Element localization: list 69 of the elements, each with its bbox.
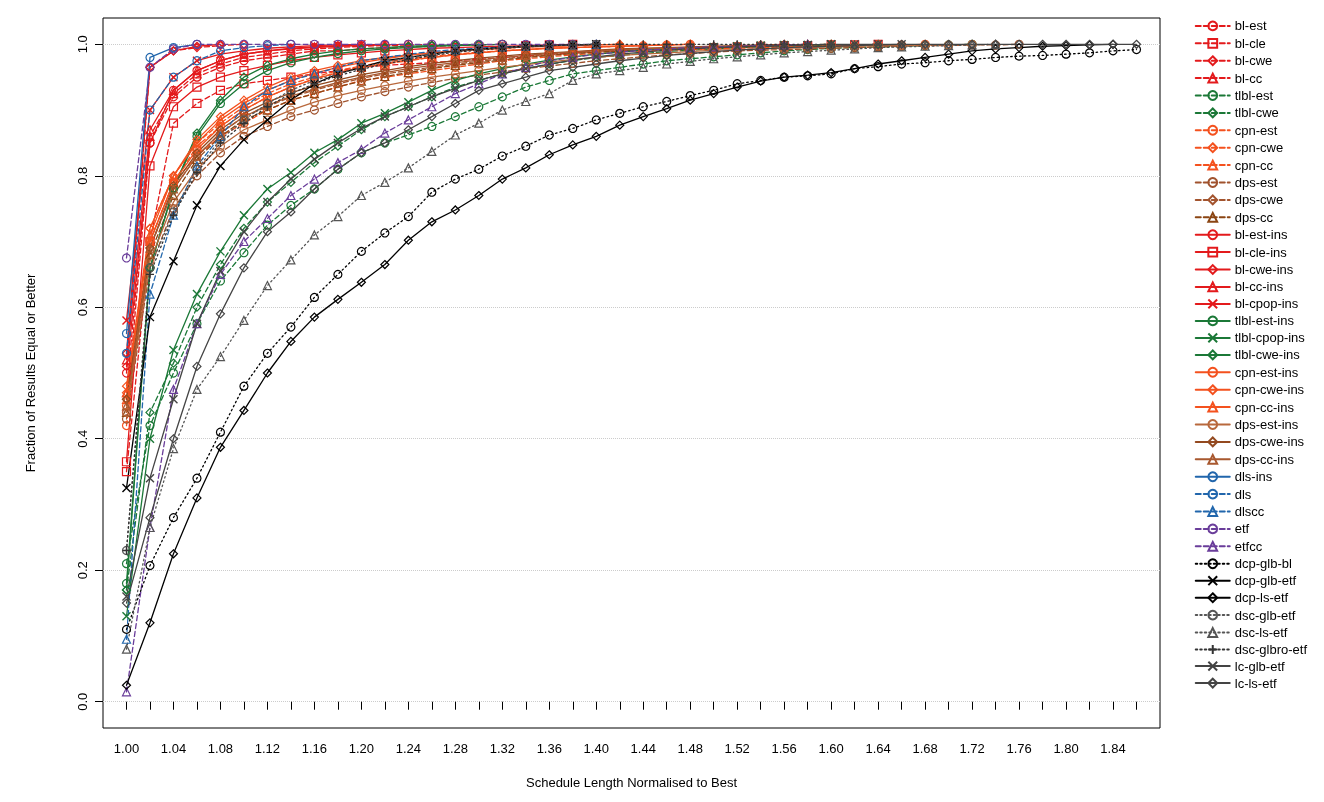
x-tick-label: 1.36 [536,741,562,756]
y-tick-label: 0.4 [75,429,90,448]
legend-label: dcp-ls-etf [1234,590,1289,606]
legend-label: bl-cc [1234,70,1263,86]
legend-label: dls-ins [1234,469,1273,485]
legend-label: cpn-cc [1234,157,1274,173]
legend-label: dsc-glb-etf [1234,607,1296,623]
x-tick-label: 1.00 [113,741,140,756]
legend-label: dps-cwe [1234,192,1284,208]
legend-label: tlbl-cpop-ins [1234,330,1306,346]
x-tick-label: 1.44 [630,741,656,756]
x-tick-label: 1.20 [348,741,375,756]
legend-label: tlbl-est-ins [1234,313,1295,329]
legend-label: bl-est [1234,18,1267,34]
y-axis-title: Fraction of Results Equal or Better [23,272,38,473]
legend-label: tlbl-cwe [1234,105,1279,121]
legend-label: bl-cpop-ins [1234,296,1299,312]
x-tick-label: 1.72 [959,741,985,756]
x-tick-label: 1.12 [254,741,281,756]
legend-label: dls [1234,486,1252,502]
x-axis-title: Schedule Length Normalised to Best [525,775,738,790]
legend-label: dps-est [1234,175,1278,190]
legend-label: cpn-cwe [1234,140,1284,156]
x-tick-label: 1.68 [912,741,938,756]
y-tick-label: 0.6 [75,298,90,317]
x-tick-label: 1.64 [865,741,891,756]
legend-label: bl-cle-ins [1234,244,1288,260]
x-tick-label: 1.52 [724,741,750,756]
legend-label: tlbl-cwe-ins [1234,347,1301,363]
legend-label: bl-est-ins [1234,227,1288,243]
x-tick-label: 1.84 [1100,741,1126,756]
y-tick-label: 1.0 [75,35,90,54]
legend-label: cpn-cc-ins [1234,399,1295,415]
x-tick-label: 1.80 [1053,741,1079,756]
x-tick-label: 1.24 [395,741,422,756]
legend-label: bl-cwe-ins [1234,262,1294,277]
legend-label: bl-cc-ins [1234,279,1284,295]
legend-label: dps-cc-ins [1234,451,1295,467]
legend-label: dps-cc [1234,209,1274,225]
x-tick-label: 1.56 [771,741,797,756]
x-tick-label: 1.60 [818,741,844,756]
legend-label: dsc-ls-etf [1234,625,1288,640]
legend-label: cpn-cwe-ins [1234,382,1305,398]
legend-label: lc-ls-etf [1234,675,1278,691]
legend-label: dps-est-ins [1234,417,1299,432]
x-tick-label: 1.48 [677,741,703,756]
legend-label: etf [1234,521,1250,537]
x-tick-label: 1.16 [301,741,328,756]
legend-label: bl-cle [1234,35,1266,51]
x-tick-label: 1.40 [583,741,609,756]
x-tick-label: 1.32 [489,741,515,756]
legend-label: bl-cwe [1234,53,1273,69]
legend-label: dcp-glb-etf [1234,573,1297,589]
legend-label: cpn-est [1234,122,1278,138]
y-tick-label: 0.2 [75,561,90,580]
y-tick-label: 0.8 [75,166,90,185]
legend-label: dcp-glb-bl [1234,556,1292,572]
legend-label: dsc-glbro-etf [1234,642,1308,657]
x-tick-label: 1.04 [160,741,187,756]
legend-label: lc-glb-etf [1234,658,1285,674]
legend-label: dlscc [1234,504,1265,519]
legend-label: cpn-est-ins [1234,364,1299,380]
x-tick-label: 1.28 [442,741,468,756]
legend-label: tlbl-est [1234,88,1274,103]
x-tick-label: 1.76 [1006,741,1032,756]
x-tick-label: 1.08 [207,741,234,756]
legend-label: etfcc [1234,538,1263,554]
y-tick-label: 0.0 [75,692,90,711]
legend-label: dps-cwe-ins [1234,434,1305,450]
